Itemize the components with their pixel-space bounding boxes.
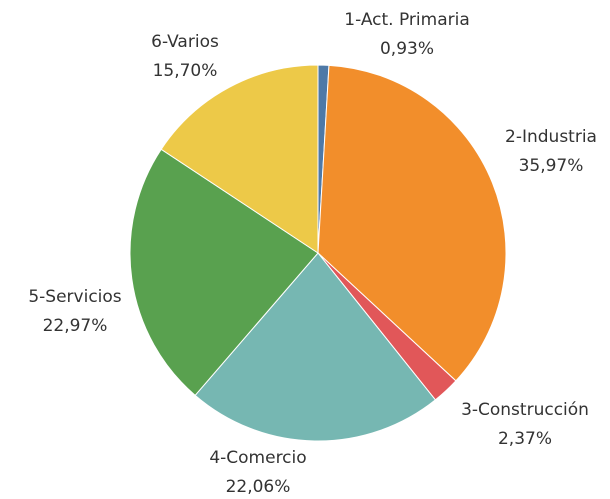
slice-label: 3-Construcción [461,400,589,420]
slice-value-label: 35,97% [519,156,584,176]
slice-value-label: 0,93% [380,39,434,59]
slice-label: 5-Servicios [28,287,121,307]
slice-value-label: 22,06% [226,477,291,495]
slice-value-label: 22,97% [43,316,108,336]
slice-label: 6-Varios [151,32,219,52]
pie-slice [160,64,319,254]
pie-slice [194,252,437,442]
slice-label: 4-Comercio [209,448,306,468]
pie-slice [129,148,319,397]
slice-label: 2-Industria [505,127,597,147]
pie-slice [317,64,507,382]
slice-value-label: 15,70% [153,61,218,81]
slice-value-label: 2,37% [498,429,552,449]
slice-label: 1-Act. Primaria [344,10,470,30]
